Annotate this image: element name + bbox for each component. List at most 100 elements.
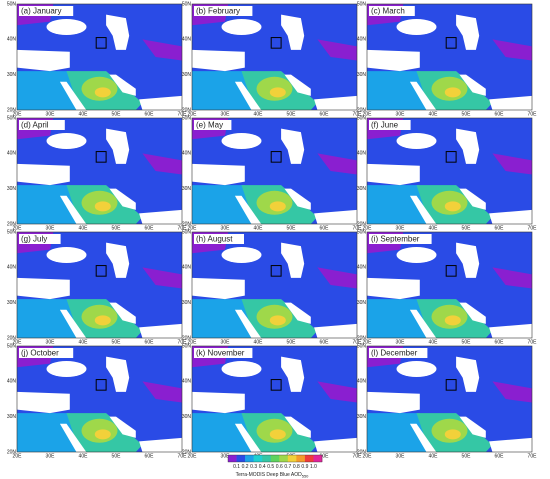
x-tick-label: 50E xyxy=(287,339,297,345)
x-tick-label: 20E xyxy=(13,111,23,117)
x-tick-label: 70E xyxy=(528,225,538,231)
x-tick-label: 30E xyxy=(46,339,56,345)
water-mask xyxy=(139,95,182,110)
y-tick-label: 20N xyxy=(182,107,192,113)
x-tick-label: 60E xyxy=(495,453,505,459)
water-mask xyxy=(314,95,357,110)
colorbar-segment xyxy=(270,455,280,462)
y-tick-label: 50N xyxy=(357,1,367,7)
y-tick-label: 30N xyxy=(182,300,192,306)
water-mask xyxy=(17,277,70,300)
map-panel: (h) August 20E 30E 40E 50E 60E 70E 20N 30N 40N 50N xyxy=(182,229,362,345)
x-tick-label: 30E xyxy=(221,339,231,345)
panel-label-box xyxy=(369,6,415,16)
y-tick-label: 40N xyxy=(182,379,192,385)
panel-label-box xyxy=(369,234,432,244)
y-tick-label: 20N xyxy=(7,107,17,113)
colorbar-segment xyxy=(253,455,263,462)
panel-label: (d) April xyxy=(21,121,49,130)
panel-label: (f) June xyxy=(371,121,399,130)
x-tick-label: 60E xyxy=(145,225,155,231)
y-tick-label: 50N xyxy=(182,343,192,349)
dust-core xyxy=(269,87,286,98)
cyan-region xyxy=(192,71,258,110)
map-panel: (f) June 20E 30E 40E 50E 60E 70E 20N 30N 40N 50N xyxy=(357,115,537,231)
x-tick-label: 70E xyxy=(353,225,363,231)
panel-label: (a) January xyxy=(21,7,61,16)
colorbar-segment xyxy=(245,455,254,462)
x-tick-label: 30E xyxy=(221,111,231,117)
purple-region xyxy=(142,153,182,175)
study-box xyxy=(445,265,457,277)
panel-label-box xyxy=(19,348,74,358)
y-tick-label: 20N xyxy=(7,449,17,455)
dust-core xyxy=(269,315,286,326)
water-mask xyxy=(456,242,480,278)
cyan-region xyxy=(17,71,83,110)
panel-frame xyxy=(366,3,533,111)
water-mask xyxy=(106,356,130,392)
x-tick-label: 30E xyxy=(46,111,56,117)
x-tick-label: 20E xyxy=(188,111,198,117)
dust-core xyxy=(269,201,286,212)
study-box xyxy=(95,37,107,49)
water-mask xyxy=(234,81,262,110)
water-mask xyxy=(192,277,245,300)
y-tick-label: 50N xyxy=(7,115,17,121)
water-mask xyxy=(314,323,357,338)
study-box xyxy=(95,151,107,163)
study-box xyxy=(95,265,107,277)
water-mask xyxy=(234,195,262,224)
purple-region xyxy=(317,267,357,289)
panel-frame xyxy=(191,345,358,453)
x-tick-label: 60E xyxy=(320,339,330,345)
y-tick-label: 40N xyxy=(357,379,367,385)
water-mask xyxy=(396,360,437,377)
colorbar-tick-label: 1.0 xyxy=(310,464,317,470)
water-mask xyxy=(106,14,130,50)
x-tick-label: 30E xyxy=(46,225,56,231)
x-tick-label: 30E xyxy=(396,453,406,459)
water-mask xyxy=(284,302,311,324)
x-tick-label: 60E xyxy=(145,339,155,345)
water-mask xyxy=(106,242,130,278)
purple-region xyxy=(142,39,182,61)
map-panel: (j) October 20E 30E 40E 50E 60E 70E 20N 30N 40N 50… xyxy=(7,343,187,459)
x-tick-label: 60E xyxy=(495,225,505,231)
y-tick-label: 40N xyxy=(182,265,192,271)
x-tick-label: 60E xyxy=(495,339,505,345)
water-mask xyxy=(46,360,87,377)
panel-label-box xyxy=(19,6,74,16)
panel-label-box xyxy=(19,234,61,244)
colorbar-tick-label: 0.7 xyxy=(284,464,291,470)
panel-frame xyxy=(16,117,183,225)
x-tick-label: 30E xyxy=(221,453,231,459)
panel-frame xyxy=(366,345,533,453)
study-box xyxy=(270,151,282,163)
study-box xyxy=(445,379,457,391)
x-tick-label: 70E xyxy=(353,339,363,345)
y-tick-label: 20N xyxy=(357,335,367,341)
y-tick-label: 30N xyxy=(357,72,367,78)
purple-region xyxy=(142,381,182,403)
panel-label: (b) February xyxy=(196,7,240,16)
water-mask xyxy=(139,323,182,338)
y-tick-label: 20N xyxy=(182,335,192,341)
water-mask xyxy=(396,246,437,263)
water-mask xyxy=(281,356,305,392)
x-tick-label: 20E xyxy=(188,339,198,345)
water-mask xyxy=(367,163,420,186)
water-mask xyxy=(489,209,532,224)
cyan-region xyxy=(367,71,433,110)
panel-label-box xyxy=(194,6,253,16)
map-panel: (c) March 20E 30E 40E 50E 60E 70E 20N 30N 40N 50N xyxy=(357,1,537,117)
y-tick-label: 50N xyxy=(357,115,367,121)
cyan-region xyxy=(17,299,83,338)
water-mask xyxy=(59,423,87,452)
x-tick-label: 50E xyxy=(287,225,297,231)
y-tick-label: 20N xyxy=(357,221,367,227)
y-tick-label: 20N xyxy=(7,335,17,341)
dust-core xyxy=(94,429,111,440)
y-tick-label: 40N xyxy=(182,37,192,43)
y-tick-label: 20N xyxy=(357,107,367,113)
